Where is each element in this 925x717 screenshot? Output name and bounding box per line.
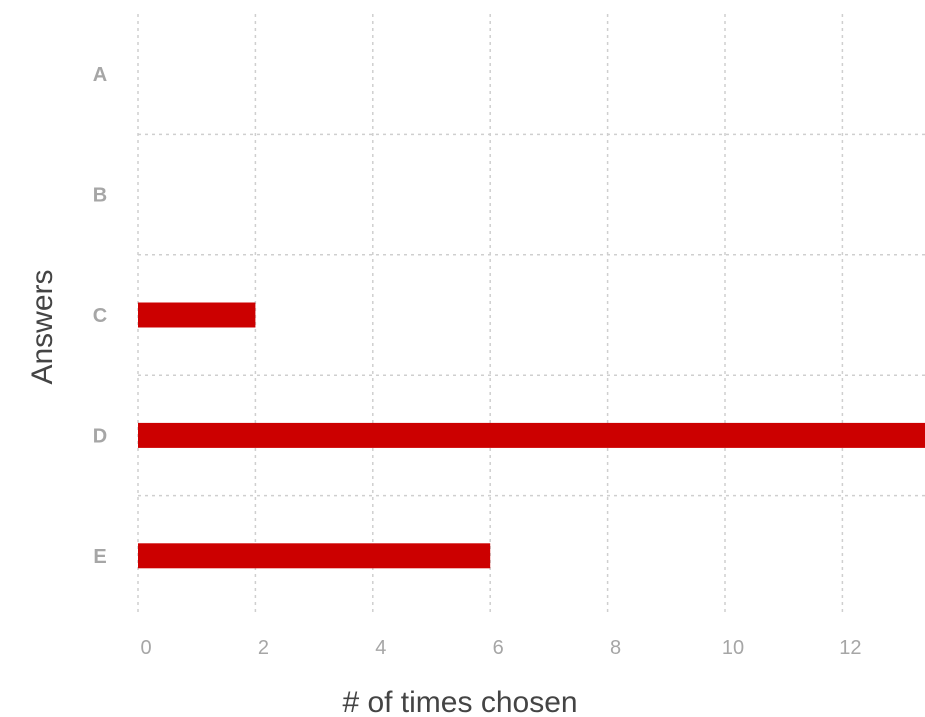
bar-d — [138, 422, 925, 448]
bar-e — [138, 543, 491, 569]
x-tick-label: 12 — [839, 637, 861, 659]
y-axis-title: Answers — [26, 269, 59, 384]
category-label-b: B — [93, 185, 107, 207]
bar-c — [138, 302, 256, 328]
x-tick-label: 4 — [375, 637, 386, 659]
x-tick-label: 0 — [140, 637, 151, 659]
category-label-a: A — [93, 64, 107, 86]
category-label-d: D — [93, 425, 107, 447]
category-label-c: C — [93, 305, 107, 327]
x-tick-label: 2 — [258, 637, 269, 659]
x-tick-labels: 0 2 4 6 8 10 12 — [140, 637, 861, 659]
x-tick-label: 8 — [610, 637, 621, 659]
x-axis-title: # of times chosen — [342, 686, 577, 717]
gridlines — [137, 14, 925, 616]
x-tick-label: 6 — [493, 637, 504, 659]
bars — [138, 302, 925, 569]
category-label-e: E — [93, 546, 106, 568]
category-labels: A B C D E — [93, 64, 107, 568]
x-tick-label: 10 — [722, 637, 744, 659]
